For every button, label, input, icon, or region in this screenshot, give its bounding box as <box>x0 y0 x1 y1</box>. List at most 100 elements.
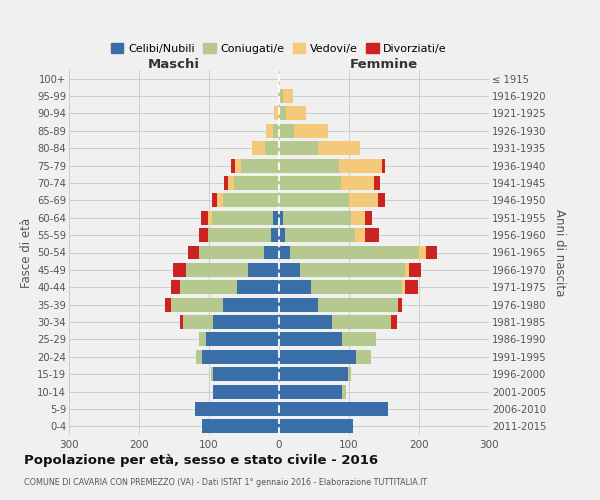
Bar <box>365 228 379 242</box>
Bar <box>205 332 279 346</box>
Y-axis label: Anni di nascita: Anni di nascita <box>553 209 566 296</box>
Bar <box>426 246 437 260</box>
Bar <box>311 280 401 294</box>
Bar <box>342 384 346 398</box>
Bar <box>295 124 328 138</box>
Bar <box>199 246 263 260</box>
Bar <box>283 89 293 103</box>
Bar <box>290 246 419 260</box>
Bar <box>331 315 391 329</box>
Bar <box>279 72 280 86</box>
Bar <box>391 315 397 329</box>
Bar <box>279 228 284 242</box>
Bar <box>208 228 271 242</box>
Bar <box>279 350 356 364</box>
Bar <box>279 211 283 224</box>
Bar <box>382 158 385 172</box>
Bar <box>300 263 405 277</box>
Bar <box>212 315 279 329</box>
Bar <box>405 263 409 277</box>
Bar <box>283 211 351 224</box>
Bar <box>232 158 235 172</box>
Bar <box>279 176 341 190</box>
Bar <box>338 158 382 172</box>
Bar <box>279 263 300 277</box>
Text: Femmine: Femmine <box>350 58 418 71</box>
Bar <box>235 158 241 172</box>
Bar <box>279 384 342 398</box>
Bar <box>279 402 388 416</box>
Bar <box>196 350 202 364</box>
Bar <box>253 142 265 155</box>
Bar <box>274 106 278 120</box>
Bar <box>279 158 338 172</box>
Bar <box>279 246 290 260</box>
Bar <box>208 211 212 224</box>
Bar <box>165 298 170 312</box>
Bar <box>374 176 380 190</box>
Text: Maschi: Maschi <box>148 58 200 71</box>
Bar <box>212 194 217 207</box>
Bar <box>186 263 248 277</box>
Bar <box>241 158 279 172</box>
Bar <box>195 402 279 416</box>
Bar <box>317 298 398 312</box>
Bar <box>211 367 212 381</box>
Bar <box>279 194 349 207</box>
Bar <box>401 280 405 294</box>
Bar <box>217 194 223 207</box>
Bar <box>223 194 279 207</box>
Bar <box>284 228 355 242</box>
Bar <box>224 176 228 190</box>
Bar <box>199 332 205 346</box>
Bar <box>279 106 286 120</box>
Bar <box>223 298 279 312</box>
Bar <box>279 367 347 381</box>
Bar <box>202 420 279 434</box>
Bar <box>212 211 274 224</box>
Bar <box>248 263 279 277</box>
Y-axis label: Fasce di età: Fasce di età <box>20 218 33 288</box>
Bar <box>278 106 279 120</box>
Bar <box>274 124 279 138</box>
Bar <box>265 142 279 155</box>
Bar <box>279 420 353 434</box>
Bar <box>263 246 279 260</box>
Bar <box>183 315 212 329</box>
Bar <box>347 367 351 381</box>
Bar <box>356 350 371 364</box>
Bar <box>274 211 279 224</box>
Bar <box>279 298 317 312</box>
Bar <box>379 194 385 207</box>
Bar <box>279 142 317 155</box>
Bar <box>279 89 283 103</box>
Bar <box>419 246 426 260</box>
Bar <box>279 332 342 346</box>
Bar <box>409 263 421 277</box>
Bar <box>278 89 279 103</box>
Bar <box>279 124 295 138</box>
Bar <box>171 280 179 294</box>
Bar <box>398 298 401 312</box>
Bar <box>202 211 208 224</box>
Bar <box>179 280 237 294</box>
Bar <box>266 124 274 138</box>
Bar <box>228 176 233 190</box>
Bar <box>202 350 279 364</box>
Bar <box>212 367 279 381</box>
Bar <box>351 211 365 224</box>
Legend: Celibi/Nubili, Coniugati/e, Vedovi/e, Divorziati/e: Celibi/Nubili, Coniugati/e, Vedovi/e, Di… <box>107 39 451 58</box>
Bar <box>341 176 374 190</box>
Bar <box>365 211 372 224</box>
Bar <box>279 315 331 329</box>
Bar <box>212 384 279 398</box>
Text: Popolazione per età, sesso e stato civile - 2016: Popolazione per età, sesso e stato civil… <box>24 454 378 467</box>
Bar <box>279 280 311 294</box>
Bar <box>170 298 223 312</box>
Bar <box>355 228 365 242</box>
Bar <box>188 246 199 260</box>
Bar <box>271 228 279 242</box>
Bar <box>349 194 379 207</box>
Bar <box>233 176 279 190</box>
Bar <box>199 228 208 242</box>
